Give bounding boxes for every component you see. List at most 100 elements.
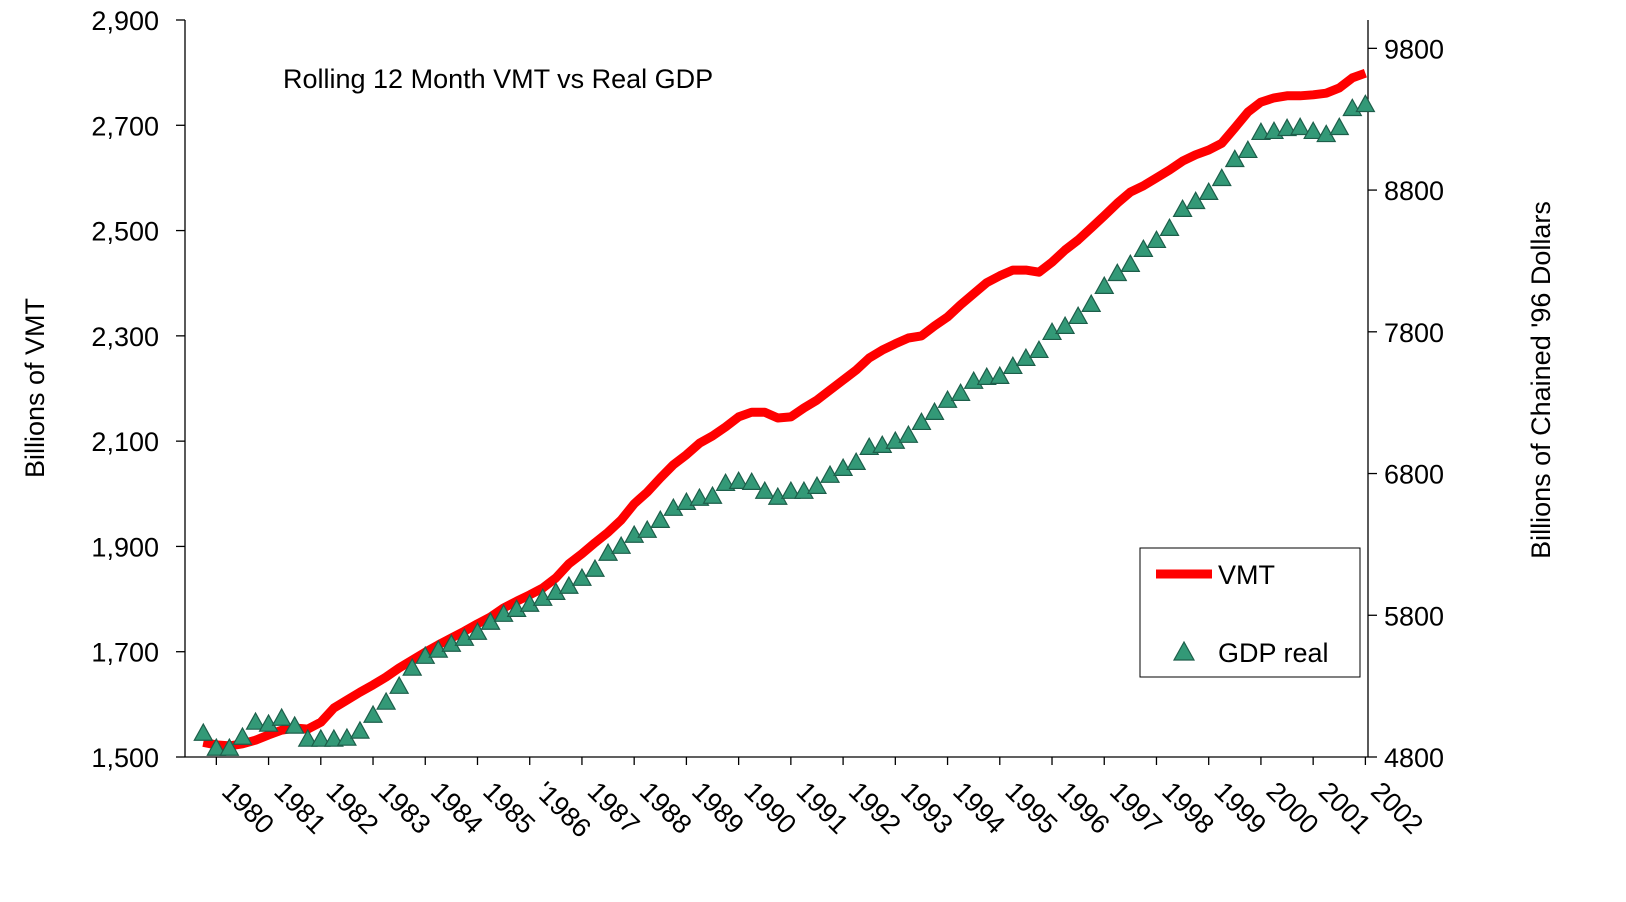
gdp-marker [1055,315,1076,334]
y-tick-label: 2,500 [91,217,159,247]
y2-tick-label: 6800 [1384,460,1444,490]
gdp-marker [1185,191,1206,210]
gdp-marker [924,401,945,420]
x-tick-label: 1983 [373,776,437,840]
gdp-marker [519,593,540,612]
gdp-marker [1133,238,1154,257]
gdp-marker [1120,253,1141,273]
y2-tick-label: 7800 [1384,318,1444,348]
gdp-marker [650,509,671,528]
gdp-marker [898,424,919,443]
x-tick-label: 1982 [321,776,385,840]
gdp-marker [689,487,710,506]
gdp-marker [1290,117,1311,136]
gdp-marker [232,726,253,745]
gdp-marker [571,567,592,586]
y-tick-label: 1,700 [91,638,159,668]
x-tick-label: 1995 [1000,776,1064,840]
y2-tick-label: 5800 [1384,601,1444,631]
x-tick-label: 1980 [216,776,280,840]
x-tick-label: 1988 [634,776,698,840]
gdp-marker [1224,149,1245,168]
x-tick-label: 1993 [895,776,959,840]
gdp-marker [245,711,266,730]
gdp-marker [1250,122,1271,141]
y-axis-label: Billions of VMT [20,298,50,478]
gdp-marker [806,475,827,494]
gdp-marker [310,728,331,747]
gdp-marker [584,558,606,577]
gdp-marker [467,621,488,640]
x-tick-label: 1994 [947,776,1011,840]
gdp-marker [1107,263,1128,282]
x-tick-label: 2000 [1261,776,1325,840]
gdp-marker [846,451,867,470]
y2-axis-label: Billions of Chained '96 Dollars [1526,201,1556,559]
gdp-marker [976,366,997,385]
gdp-marker [363,704,384,723]
gdp-marker [1028,339,1049,359]
gdp-marker [493,603,514,622]
gdp-marker [611,535,632,554]
gdp-marker [1237,140,1258,159]
gdp-marker [702,485,723,504]
x-tick-label: 1992 [843,776,907,840]
y-tick-label: 1,500 [91,743,159,773]
x-tick-label: 1996 [1052,776,1116,840]
gdp-marker [885,430,906,449]
y2-tick-label: 8800 [1384,176,1444,206]
gdp-marker [793,480,814,499]
gdp-marker [532,587,553,606]
gdp-marker [754,480,775,499]
gdp-marker [1355,94,1376,113]
gdp-marker [1146,230,1167,249]
x-tick-label: 1999 [1208,776,1272,840]
gdp-marker [1303,121,1324,140]
gdp-marker [950,382,971,401]
x-tick-label: '1986 [529,776,596,843]
gdp-marker [780,480,801,499]
gdp-marker [728,470,749,489]
x-tick-label: 1990 [738,776,802,840]
gdp-marker [1329,117,1350,136]
gdp-marker [767,486,788,505]
gdp-marker [637,519,658,538]
gdp-marker [911,411,932,431]
gdp-marker [1081,293,1102,312]
gdp-marker [859,436,880,455]
gdp-marker [271,707,292,726]
legend-label: VMT [1218,560,1275,590]
gdp-marker [349,720,370,739]
x-tick-label: 2001 [1313,776,1377,840]
gdp-marker [1094,275,1115,294]
gdp-marker [376,691,397,710]
gdp-marker [297,728,318,747]
x-tick-label: 1987 [582,776,646,840]
gdp-marker [258,713,279,732]
gdp-marker [624,524,645,543]
gdp-marker [741,471,762,490]
vmt-line [202,68,1367,751]
gdp-marker [663,497,684,516]
gdp-marker [833,457,854,476]
gdp-marker [402,657,423,676]
y-tick-label: 1,900 [91,532,159,562]
x-tick-label: 1997 [1104,776,1168,840]
gdp-marker [989,365,1010,384]
chart-title: Rolling 12 Month VMT vs Real GDP [283,64,713,94]
x-tick-label: 1984 [425,776,489,840]
legend-label: GDP real [1218,638,1329,668]
gdp-marker [389,675,410,694]
gdp-marker [454,627,475,646]
y-tick-label: 2,700 [91,111,159,141]
y2-tick-label: 4800 [1384,743,1444,773]
y-tick-label: 2,300 [91,322,159,352]
y-tick-label: 2,900 [91,6,159,36]
gdp-marker [1211,168,1232,187]
gdp-marker [1198,181,1219,201]
gdp-marker [428,639,449,658]
x-tick-label: 2002 [1365,776,1429,840]
gdp-marker [1068,305,1089,325]
